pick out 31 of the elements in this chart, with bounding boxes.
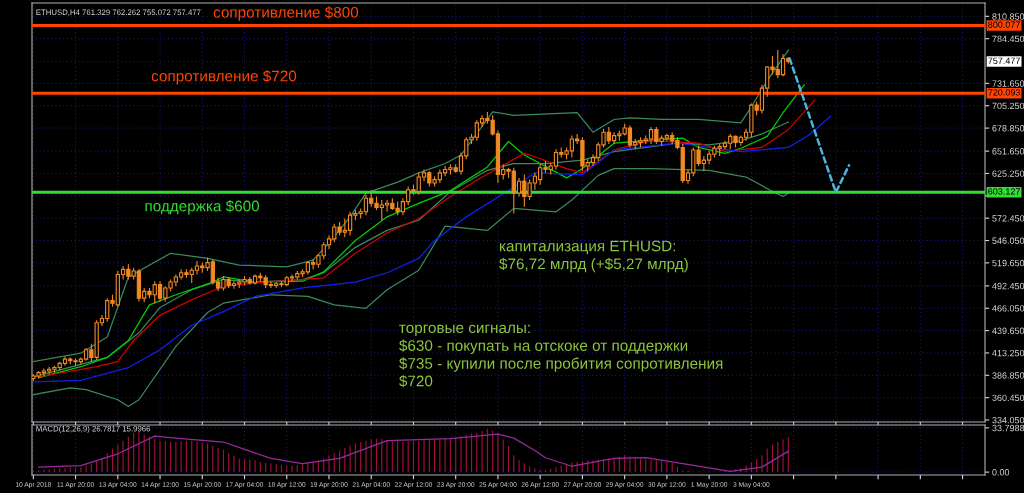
line-series — [32, 167, 789, 408]
annotation: 757.477 — [988, 57, 1020, 64]
y-tick-label: 625.250 — [992, 170, 1024, 177]
y-tick-label: 413.250 — [992, 349, 1024, 357]
candlestick — [780, 53, 786, 77]
y-tick-label: 651.650 — [992, 148, 1024, 155]
annotation: торговые сигналы: $630 - покупать на отскоке от поддержки $735 - купили после пробития сопротивления $720 — [399, 324, 723, 388]
y-tick-label: 0.00 — [992, 469, 1010, 476]
y-tick-label: 33.7988 — [992, 424, 1024, 432]
y-tick-label: 519.650 — [992, 259, 1024, 267]
y-tick-label: 360.450 — [992, 394, 1024, 402]
ref-line-label: сопротивление $800 — [213, 6, 359, 21]
y-tick-label: 731.650 — [992, 80, 1024, 87]
y-tick-label: 439.650 — [992, 327, 1024, 334]
ref-line-label: сопротивление $720 — [151, 69, 297, 85]
y-tick-label: 705.250 — [992, 102, 1024, 110]
y-tick-label: 546.050 — [992, 237, 1024, 244]
y-tick-label: 466.050 — [992, 305, 1024, 312]
y-tick-label: 572.450 — [992, 215, 1024, 222]
y-tick-label: 386.850 — [992, 372, 1024, 379]
annotation: 603.127 — [988, 188, 1020, 195]
annotation: 800.077 — [988, 21, 1020, 28]
y-tick-label: 784.450 — [992, 35, 1024, 43]
ref-line-label: поддержка $600 — [145, 199, 260, 215]
y-tick-label: 334.050 — [992, 416, 1024, 424]
annotation: капитализация ETHUSD: $76,72 млрд (+$5,27 млрд) — [499, 240, 688, 273]
y-tick-label: 810.850 — [992, 13, 1024, 20]
y-tick-label: 678.850 — [992, 125, 1024, 132]
y-tick-label: 492.450 — [992, 282, 1024, 290]
line-series — [37, 433, 789, 473]
annotation: 720.093 — [988, 89, 1021, 96]
